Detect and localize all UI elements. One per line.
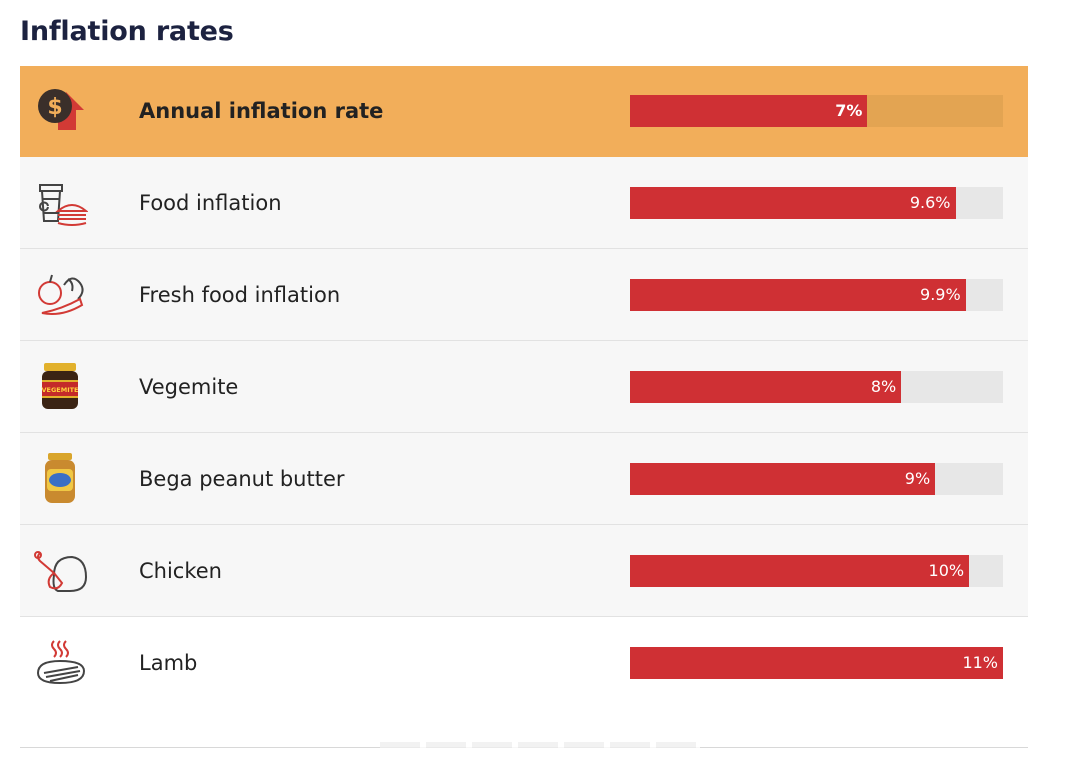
- bar-vegemite: 8%: [630, 371, 902, 403]
- fruit-vegetable-icon: [32, 269, 88, 321]
- svg-text:VEGEMITE: VEGEMITE: [41, 386, 78, 394]
- row-label: Lamb: [139, 651, 198, 675]
- row-label: Annual inflation rate: [139, 99, 384, 123]
- bar-annual-inflation: 7%: [630, 95, 868, 127]
- inflation-table: $ Annual inflation rate 7% Food inflatio…: [20, 66, 1028, 709]
- bar-track: 9%: [630, 463, 1003, 495]
- page-title: Inflation rates: [20, 16, 234, 47]
- bar-fresh-food-inflation: 9.9%: [630, 279, 966, 311]
- bar-track: 11%: [630, 647, 1003, 679]
- bar-value-label: 10%: [928, 561, 965, 580]
- table-row: Chicken 10%: [20, 525, 1028, 617]
- coffee-burger-icon: [32, 177, 88, 229]
- bar-value-label: 9%: [904, 469, 931, 488]
- table-row: Lamb 11%: [20, 617, 1028, 709]
- peanut-butter-jar-icon: [32, 453, 88, 505]
- bar-bega-peanut-butter: 9%: [630, 463, 936, 495]
- bar-track: 10%: [630, 555, 1003, 587]
- row-label: Fresh food inflation: [139, 283, 341, 307]
- svg-text:$: $: [47, 95, 62, 120]
- faint-footer-text: [380, 742, 700, 748]
- bar-value-label: 9.9%: [920, 285, 961, 304]
- bar-chicken: 10%: [630, 555, 970, 587]
- table-row: $ Annual inflation rate 7%: [20, 66, 1028, 157]
- bar-track: 7%: [630, 95, 1003, 127]
- bar-value-label: 8%: [870, 377, 897, 396]
- table-row: Fresh food inflation 9.9%: [20, 249, 1028, 341]
- roast-chicken-icon: [32, 545, 88, 597]
- steak-icon: [32, 637, 88, 689]
- dollar-arrow-icon: $: [32, 86, 88, 138]
- table-row: VEGEMITE Vegemite 8%: [20, 341, 1028, 433]
- bar-food-inflation: 9.6%: [630, 187, 956, 219]
- table-row: Food inflation 9.6%: [20, 157, 1028, 249]
- bar-track: 9.6%: [630, 187, 1003, 219]
- bar-value-label: 7%: [835, 101, 863, 120]
- bar-lamb: 11%: [630, 647, 1003, 679]
- row-label: Chicken: [139, 559, 222, 583]
- row-label: Bega peanut butter: [139, 467, 345, 491]
- bar-track: 8%: [630, 371, 1003, 403]
- bar-value-label: 11%: [962, 653, 998, 672]
- row-label: Vegemite: [139, 375, 239, 399]
- vegemite-jar-icon: VEGEMITE: [32, 361, 88, 413]
- table-row: Bega peanut butter 9%: [20, 433, 1028, 525]
- row-label: Food inflation: [139, 191, 282, 215]
- bar-value-label: 9.6%: [909, 193, 951, 212]
- bar-track: 9.9%: [630, 279, 1003, 311]
